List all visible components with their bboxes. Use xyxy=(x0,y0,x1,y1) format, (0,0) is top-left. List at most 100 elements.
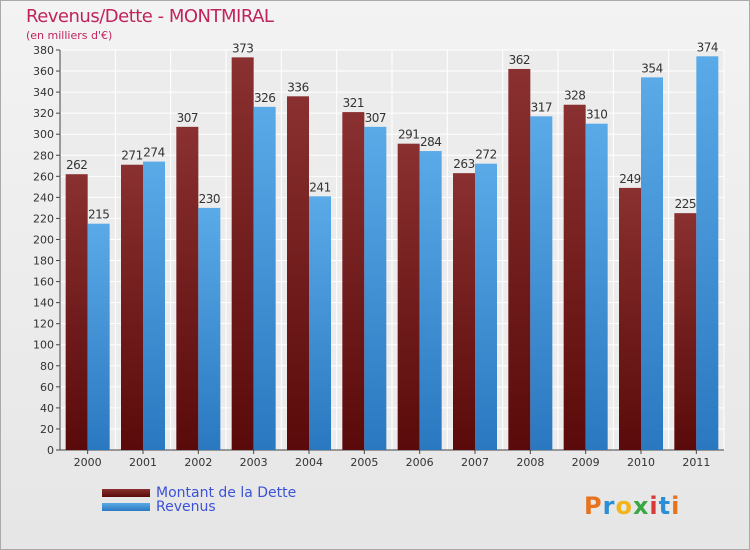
y-tick-label: 360 xyxy=(33,65,54,78)
data-label-revenue: 272 xyxy=(475,148,496,162)
data-label-debt: 328 xyxy=(564,89,585,103)
y-tick-label: 40 xyxy=(40,402,54,415)
y-tick-label: 180 xyxy=(33,255,54,268)
x-tick-label: 2002 xyxy=(184,456,212,469)
chart-title: Revenus/Dette - MONTMIRAL xyxy=(26,6,274,27)
bar-revenue xyxy=(419,151,442,451)
bar-revenue xyxy=(530,116,553,450)
y-tick-label: 340 xyxy=(33,86,54,99)
bar-revenue xyxy=(309,196,331,450)
x-tick-label: 2004 xyxy=(295,456,323,469)
bar-revenue xyxy=(253,106,276,450)
x-axis: 2000 2001 2002 2003 2004 2005 2006 2007 2008 2009… xyxy=(60,449,724,469)
bar-debt xyxy=(453,173,475,450)
data-label-revenue: 284 xyxy=(420,135,441,149)
bar-debt xyxy=(176,126,199,450)
y-tick-label: 100 xyxy=(33,339,54,352)
bar-revenue xyxy=(585,123,608,451)
x-tick-label: 2008 xyxy=(516,456,544,469)
data-label-debt: 307 xyxy=(177,111,198,125)
x-tick-label: 2009 xyxy=(572,456,600,469)
bar-debt xyxy=(563,104,586,450)
x-tick-label: 2007 xyxy=(461,456,489,469)
data-label-debt: 262 xyxy=(66,158,87,172)
data-label-debt: 249 xyxy=(619,172,640,186)
y-tick-label: 60 xyxy=(40,381,54,394)
x-tick-label: 2006 xyxy=(406,456,434,469)
y-tick-label: 260 xyxy=(33,170,54,183)
data-label-debt: 225 xyxy=(675,197,696,211)
bar-debt xyxy=(619,187,641,451)
x-tick-label: 2000 xyxy=(74,456,102,469)
bar-revenue xyxy=(475,163,497,450)
legend-item-revenue: Revenus xyxy=(102,499,296,515)
logo-letter: r xyxy=(602,492,616,520)
y-tick-label: 80 xyxy=(40,360,54,373)
legend-label-debt: Montant de la Dette xyxy=(156,485,297,501)
grid-lines xyxy=(59,49,725,451)
bar-debt xyxy=(397,143,420,450)
data-label-debt: 291 xyxy=(398,128,419,142)
data-label-debt: 336 xyxy=(287,80,308,94)
x-tick-label: 2003 xyxy=(240,456,268,469)
bar-revenue xyxy=(87,223,110,450)
logo-letter: o xyxy=(615,492,633,520)
bar-revenue xyxy=(198,207,221,450)
y-tick-label: 120 xyxy=(33,318,54,331)
data-label-revenue: 374 xyxy=(697,40,718,54)
logo-letter: t xyxy=(658,492,672,520)
data-label-revenue: 326 xyxy=(254,91,275,105)
bar-debt xyxy=(342,112,365,451)
data-label-revenue: 230 xyxy=(199,192,220,206)
y-tick-label: 160 xyxy=(33,276,54,289)
x-tick-label: 2011 xyxy=(682,456,710,469)
legend: Montant de la Dette Revenus xyxy=(102,485,297,515)
logo-letter: i xyxy=(649,492,659,520)
bar-debt xyxy=(121,164,143,450)
data-label-revenue: 241 xyxy=(309,180,330,194)
data-label-revenue: 307 xyxy=(365,111,386,125)
logo-letter: i xyxy=(671,492,681,520)
bars xyxy=(65,56,719,451)
legend-label-revenue: Revenus xyxy=(156,499,216,515)
data-label-revenue: 274 xyxy=(143,146,164,160)
data-label-debt: 271 xyxy=(121,149,142,163)
logo-letter: x xyxy=(632,492,650,520)
data-label-revenue: 354 xyxy=(641,61,662,75)
y-tick-label: 380 xyxy=(33,44,54,57)
logo-letter: P xyxy=(584,492,603,520)
data-label-revenue: 310 xyxy=(586,108,607,122)
x-tick-label: 2005 xyxy=(350,456,378,469)
legend-swatch-revenue xyxy=(102,503,150,511)
bar-revenue xyxy=(143,161,165,450)
data-label-debt: 263 xyxy=(453,157,474,171)
x-tick-label: 2010 xyxy=(627,456,655,469)
y-tick-label: 280 xyxy=(33,149,54,162)
x-tick-label: 2001 xyxy=(129,456,157,469)
y-tick-label: 0 xyxy=(47,444,54,457)
data-label-debt: 373 xyxy=(232,41,253,55)
legend-swatch-debt xyxy=(102,489,150,497)
y-tick-label: 140 xyxy=(33,297,54,310)
legend-item-debt: Montant de la Dette xyxy=(102,485,297,501)
y-tick-label: 20 xyxy=(40,423,54,436)
bar-debt xyxy=(508,68,531,451)
chart-subtitle: (en milliers d'€) xyxy=(26,29,113,42)
data-label-debt: 321 xyxy=(343,96,364,110)
bar-revenue xyxy=(641,77,663,451)
bar-debt xyxy=(674,213,697,450)
y-tick-label: 300 xyxy=(33,128,54,141)
y-tick-label: 240 xyxy=(33,191,54,204)
bar-revenue xyxy=(696,56,719,450)
y-tick-label: 200 xyxy=(33,233,54,246)
y-tick-label: 320 xyxy=(33,107,54,120)
data-label-revenue: 317 xyxy=(531,100,552,114)
y-tick-label: 220 xyxy=(33,212,54,225)
proxiti-logo: Proxiti xyxy=(584,492,680,520)
y-axis: 0 20 40 60 80 100 120 140 160 180 200 220 240 260 280 3… xyxy=(33,44,61,457)
bar-debt xyxy=(287,96,309,450)
data-label-debt: 362 xyxy=(509,53,530,67)
data-label-revenue: 215 xyxy=(88,208,109,222)
